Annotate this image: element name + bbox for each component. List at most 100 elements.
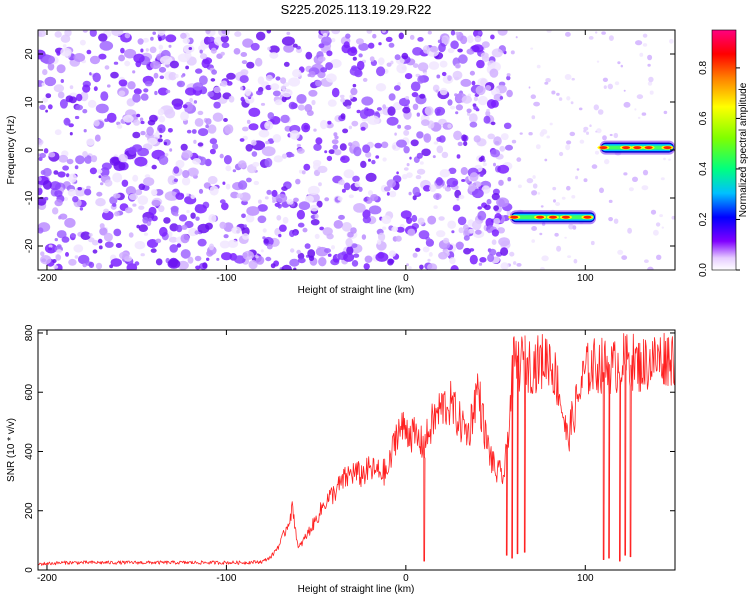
noise-blob: [219, 199, 226, 204]
noise-blob: [213, 101, 221, 109]
spectrogram-y-tick-label: 10: [24, 96, 35, 108]
noise-blob: [447, 47, 455, 54]
noise-blob: [593, 104, 599, 111]
noise-blob: [138, 205, 145, 210]
noise-blob: [293, 267, 297, 270]
noise-blob: [571, 77, 575, 81]
noise-blob: [441, 35, 450, 46]
noise-blob: [320, 119, 328, 130]
noise-blob: [307, 185, 320, 195]
noise-blob: [239, 75, 249, 84]
noise-blob: [288, 77, 301, 87]
noise-blob: [234, 31, 242, 37]
noise-blob: [339, 143, 347, 151]
noise-blob: [608, 199, 613, 203]
noise-blob: [586, 131, 589, 135]
noise-blob: [96, 191, 103, 197]
noise-blob: [157, 30, 166, 36]
noise-blob: [423, 185, 432, 192]
noise-blob: [82, 30, 88, 33]
noise-blob: [208, 214, 217, 223]
noise-blob: [436, 136, 442, 142]
noise-blob: [180, 32, 187, 40]
noise-blob: [623, 89, 626, 92]
noise-blob: [608, 217, 613, 222]
noise-blob: [346, 105, 351, 109]
noise-blob: [213, 86, 221, 94]
noise-blob: [280, 114, 290, 124]
noise-blob: [423, 72, 428, 76]
noise-blob: [159, 226, 168, 237]
noise-blob: [43, 148, 49, 154]
noise-blob: [372, 33, 377, 39]
noise-blob: [182, 170, 190, 178]
noise-blob: [595, 130, 598, 133]
noise-blob: [487, 133, 496, 140]
noise-blob: [327, 120, 332, 125]
noise-blob: [438, 42, 446, 53]
noise-blob: [197, 142, 204, 147]
noise-blob: [450, 40, 459, 50]
noise-blob: [169, 60, 179, 69]
noise-blob: [478, 262, 483, 266]
noise-blob: [165, 34, 177, 43]
noise-blob: [461, 95, 472, 104]
noise-blob: [424, 106, 434, 116]
noise-blob: [498, 237, 510, 247]
noise-blob: [458, 194, 465, 200]
noise-blob: [137, 38, 144, 45]
noise-blob: [313, 128, 317, 132]
noise-blob: [634, 108, 637, 111]
noise-blob: [132, 70, 136, 74]
noise-blob: [41, 82, 45, 87]
snr-x-tick-label: 100: [577, 573, 594, 584]
noise-blob: [145, 48, 149, 52]
noise-blob: [472, 220, 482, 231]
noise-blob: [274, 99, 283, 106]
noise-blob: [198, 188, 204, 194]
noise-blob: [100, 91, 109, 101]
noise-blob: [212, 143, 219, 150]
noise-blob: [57, 171, 66, 178]
noise-blob: [362, 77, 368, 82]
noise-blob: [240, 86, 244, 91]
noise-blob: [65, 252, 69, 257]
noise-blob: [266, 189, 272, 195]
noise-blob: [296, 94, 307, 104]
noise-blob: [583, 178, 588, 183]
noise-blob: [115, 243, 122, 248]
noise-blob: [337, 196, 343, 201]
noise-blob: [75, 155, 85, 165]
noise-blob: [187, 256, 194, 264]
noise-blob: [194, 118, 204, 127]
noise-blob: [351, 65, 358, 71]
noise-blob: [273, 155, 283, 163]
noise-blob: [305, 195, 314, 203]
noise-blob: [394, 54, 401, 61]
noise-blob: [457, 216, 467, 226]
tone-peak-red: [583, 215, 592, 219]
noise-blob: [406, 263, 409, 267]
noise-blob: [56, 249, 63, 254]
noise-blob: [286, 31, 291, 36]
noise-blob: [185, 65, 190, 70]
noise-blob: [590, 240, 595, 246]
noise-blob: [47, 62, 55, 71]
noise-blob: [469, 248, 475, 252]
noise-blob: [376, 107, 382, 111]
noise-blob: [186, 192, 189, 197]
noise-blob: [56, 64, 66, 74]
noise-blob: [539, 131, 545, 137]
noise-blob: [140, 48, 144, 53]
tone-trace-2: [597, 140, 675, 155]
noise-blob: [152, 31, 156, 35]
noise-blob: [561, 196, 566, 200]
noise-blob: [468, 183, 476, 192]
noise-blob: [120, 47, 125, 54]
noise-blob: [187, 167, 199, 177]
noise-blob: [164, 191, 179, 201]
noise-blob: [55, 254, 62, 261]
noise-blob: [668, 158, 671, 161]
noise-blob: [503, 122, 512, 129]
noise-blob: [289, 258, 300, 267]
